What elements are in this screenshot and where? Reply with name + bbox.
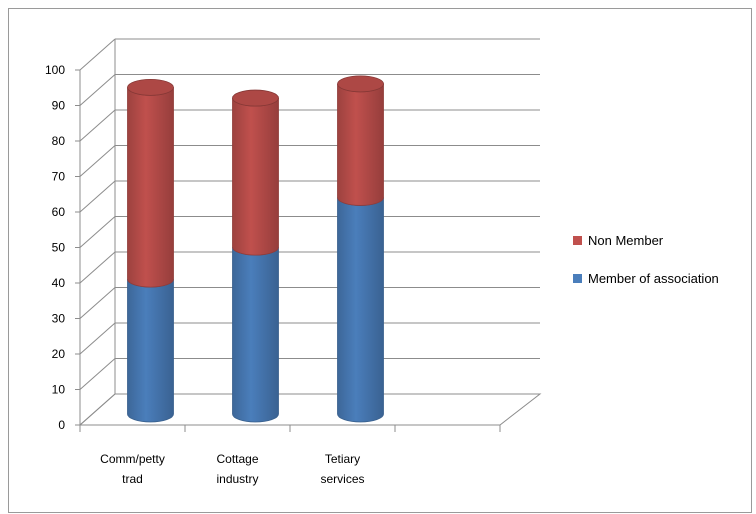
side-gridline — [79, 322, 116, 355]
bar-top-cap — [232, 89, 279, 107]
bar-segment — [127, 87, 174, 288]
bar-segment — [232, 97, 279, 256]
side-gridline — [79, 216, 116, 248]
y-tick-label: 60 — [52, 205, 66, 219]
x-tick-label-line: Tetiary — [325, 452, 360, 466]
y-tick-label: 30 — [52, 312, 66, 326]
x-tick-label: Tetiary services — [320, 452, 364, 486]
y-tick-label: 20 — [52, 347, 66, 361]
x-tick-label: Comm/petty trad — [100, 452, 165, 486]
side-gridline — [79, 145, 116, 177]
side-gridline — [79, 74, 116, 106]
x-tick-label-line: Comm/petty — [100, 452, 165, 466]
x-tick-label-line: industry — [216, 472, 258, 486]
side-gridline — [79, 358, 116, 390]
x-tick-label-line: trad — [122, 472, 143, 486]
bar-top-cap — [337, 75, 384, 93]
bar-segment — [127, 279, 174, 423]
legend-label: Non Member — [588, 233, 664, 248]
x-tick-label-line: services — [320, 472, 364, 486]
y-tick-label: 100 — [45, 63, 65, 77]
legend-swatch — [573, 274, 582, 283]
y-tick-label: 40 — [52, 276, 66, 290]
legend-label: Member of association — [588, 271, 719, 286]
x-tick-label-line: Cottage — [216, 452, 258, 466]
bar-top-cap — [127, 79, 174, 96]
x-tick-label: Cottage industry — [216, 452, 258, 486]
bar-segment — [337, 197, 384, 423]
y-tick-label: 70 — [52, 170, 66, 184]
y-tick-label: 10 — [52, 383, 66, 397]
bar-segment — [232, 247, 279, 423]
side-gridline — [79, 251, 116, 284]
y-tick-label: 0 — [58, 418, 65, 432]
legend-swatch — [573, 236, 582, 245]
y-tick-label: 90 — [52, 99, 66, 113]
bar-segment — [337, 83, 384, 206]
y-tick-label: 80 — [52, 134, 66, 148]
side-gridline — [79, 38, 116, 71]
side-gridline — [79, 109, 116, 142]
side-gridline — [79, 180, 116, 213]
y-tick-label: 50 — [52, 241, 66, 255]
side-gridline — [79, 393, 116, 426]
side-gridline — [79, 287, 116, 319]
